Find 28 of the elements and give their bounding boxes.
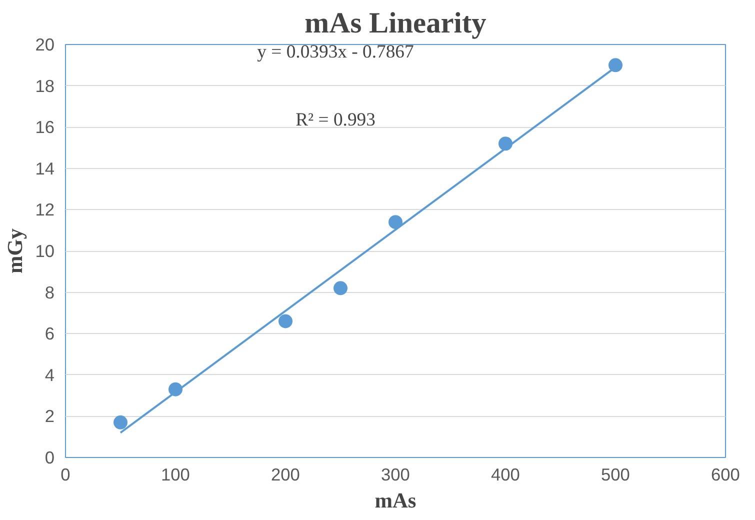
y-tick-label: 14 bbox=[35, 158, 55, 178]
y-axis-title: mGy bbox=[3, 228, 28, 274]
y-tick-label: 20 bbox=[35, 34, 55, 54]
y-tick-label: 4 bbox=[44, 364, 55, 385]
y-tick-label: 6 bbox=[44, 324, 55, 344]
point bbox=[388, 215, 402, 230]
x-axis-title: mAs bbox=[374, 488, 416, 512]
x-tick-label: 300 bbox=[381, 464, 410, 484]
y-tick-label: 10 bbox=[35, 241, 55, 261]
x-tick-label: 600 bbox=[711, 464, 740, 484]
y-tick-label: 2 bbox=[44, 406, 55, 426]
point bbox=[334, 281, 348, 296]
y-tick-label: 12 bbox=[35, 200, 55, 220]
y-tick-label: 16 bbox=[35, 117, 55, 138]
y-tick-label: 18 bbox=[35, 76, 55, 96]
annotation: R² = 0.993 bbox=[296, 110, 376, 130]
x-tick-label: 400 bbox=[491, 464, 520, 484]
point bbox=[278, 314, 292, 328]
x-tick-label: 500 bbox=[601, 464, 630, 484]
x-tick-label: 0 bbox=[60, 464, 70, 484]
y-tick-label: 0 bbox=[44, 448, 55, 468]
point bbox=[608, 58, 622, 72]
x-tick-label: 200 bbox=[271, 464, 300, 484]
point bbox=[114, 415, 128, 430]
chart-title: mAs Linearity bbox=[304, 8, 487, 40]
annotation: y = 0.0393x - 0.7867 bbox=[257, 42, 414, 62]
x-tick-label: 100 bbox=[161, 464, 190, 484]
y-tick-label: 8 bbox=[44, 282, 55, 302]
